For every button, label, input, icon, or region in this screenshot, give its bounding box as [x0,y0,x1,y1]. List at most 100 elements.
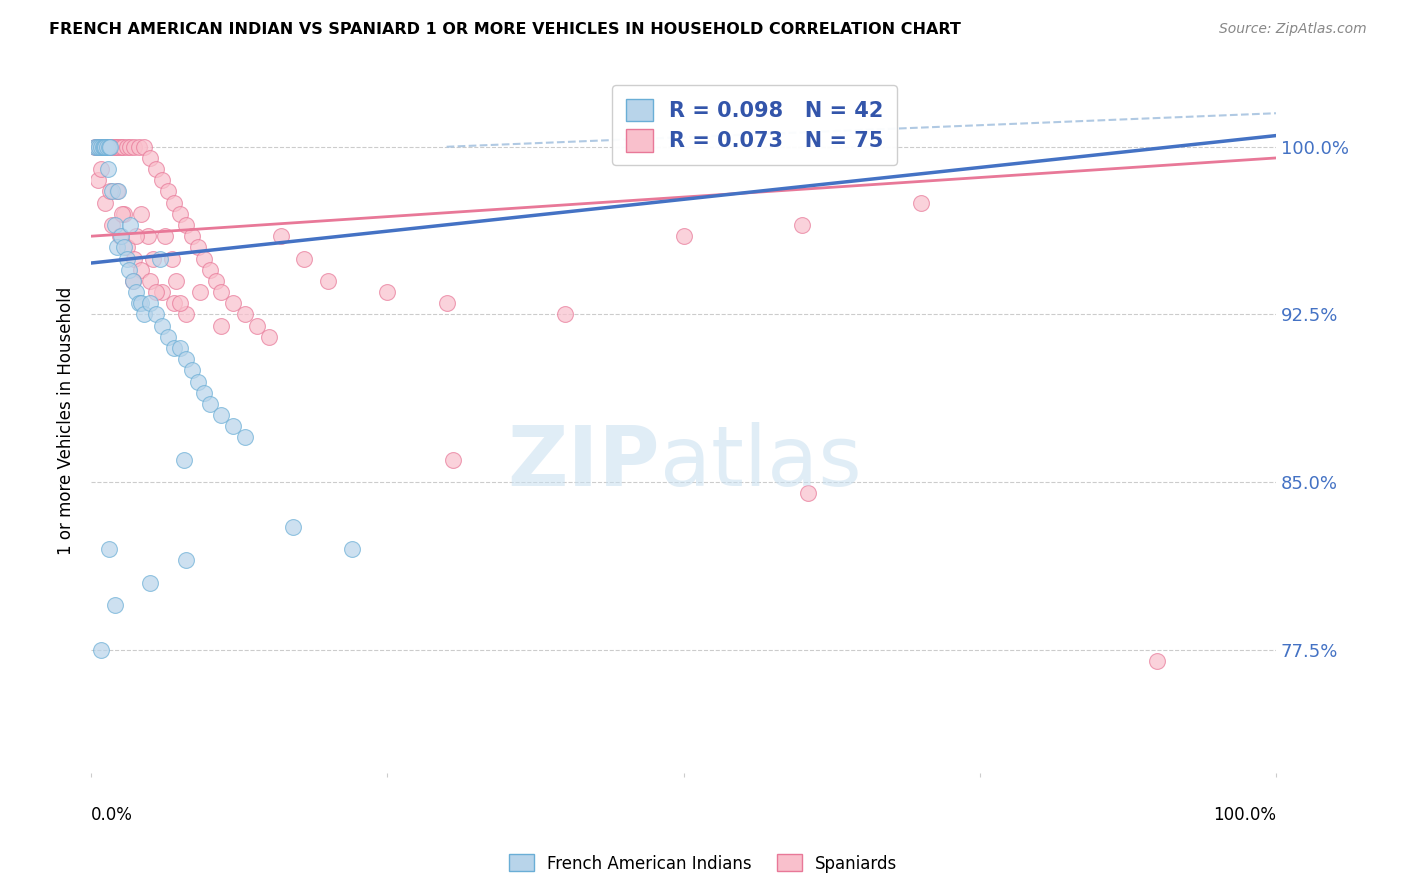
Point [163,341,186,355]
Point [149,252,172,266]
Point [90,162,112,177]
Point [281,520,304,534]
Point [112,207,135,221]
Point [83,140,105,154]
Point [101,185,124,199]
Point [115,252,138,266]
Point [193,385,215,400]
Legend: R = 0.098   N = 42, R = 0.073   N = 75: R = 0.098 N = 42, R = 0.073 N = 75 [613,86,897,165]
Point [112,140,135,154]
Point [97,140,120,154]
Point [136,229,159,244]
Point [105,140,128,154]
Point [1146,654,1168,668]
Point [169,341,191,355]
Point [115,240,138,254]
Text: 0.0%: 0.0% [91,806,134,824]
Point [104,598,127,612]
Point [188,285,211,299]
Point [160,252,183,266]
Point [108,229,131,244]
Point [150,318,173,333]
Point [86,140,108,154]
Point [115,140,138,154]
Point [169,207,191,221]
Point [120,140,142,154]
Point [157,330,180,344]
Text: FRENCH AMERICAN INDIAN VS SPANIARD 1 OR MORE VEHICLES IN HOUSEHOLD CORRELATION C: FRENCH AMERICAN INDIAN VS SPANIARD 1 OR … [49,22,962,37]
Point [222,296,245,310]
Point [233,430,256,444]
Point [193,252,215,266]
Point [198,397,221,411]
Point [134,308,156,322]
Point [129,207,152,221]
Text: ZIP: ZIP [508,423,659,503]
Point [87,173,110,187]
Point [97,162,120,177]
Point [316,274,339,288]
Point [110,140,132,154]
Point [163,296,186,310]
Point [93,140,115,154]
Point [145,162,167,177]
Point [294,252,316,266]
Point [554,308,576,322]
Point [187,375,209,389]
Point [121,274,143,288]
Point [105,185,128,199]
Point [105,240,128,254]
Point [145,285,167,299]
Point [340,542,363,557]
Point [101,218,124,232]
Point [797,486,820,500]
Point [110,229,132,244]
Point [118,262,141,277]
Point [166,274,188,288]
Point [107,140,129,154]
Point [104,218,127,232]
Point [89,140,111,154]
Point [139,296,162,310]
Point [211,408,233,422]
Point [139,274,162,288]
Point [163,195,186,210]
Point [97,542,120,557]
Point [94,195,117,210]
Point [129,296,152,310]
Point [187,240,209,254]
Point [96,140,118,154]
Point [122,140,145,154]
Text: Source: ZipAtlas.com: Source: ZipAtlas.com [1219,22,1367,37]
Point [128,140,150,154]
Point [96,140,118,154]
Point [910,195,932,210]
Text: 100.0%: 100.0% [1213,806,1277,824]
Legend: French American Indians, Spaniards: French American Indians, Spaniards [502,847,904,880]
Point [211,285,233,299]
Point [198,262,221,277]
Point [180,363,202,377]
Point [174,218,197,232]
Point [134,140,156,154]
Point [436,296,458,310]
Point [94,140,117,154]
Point [222,419,245,434]
Point [150,285,173,299]
Point [125,229,148,244]
Point [139,575,162,590]
Point [142,252,165,266]
Point [174,352,197,367]
Text: atlas: atlas [659,423,862,503]
Point [103,140,125,154]
Point [120,218,142,232]
Point [157,185,180,199]
Point [441,452,464,467]
Point [112,240,135,254]
Y-axis label: 1 or more Vehicles in Household: 1 or more Vehicles in Household [58,286,75,555]
Point [246,318,269,333]
Point [121,274,143,288]
Point [86,140,108,154]
Point [270,229,292,244]
Point [128,296,150,310]
